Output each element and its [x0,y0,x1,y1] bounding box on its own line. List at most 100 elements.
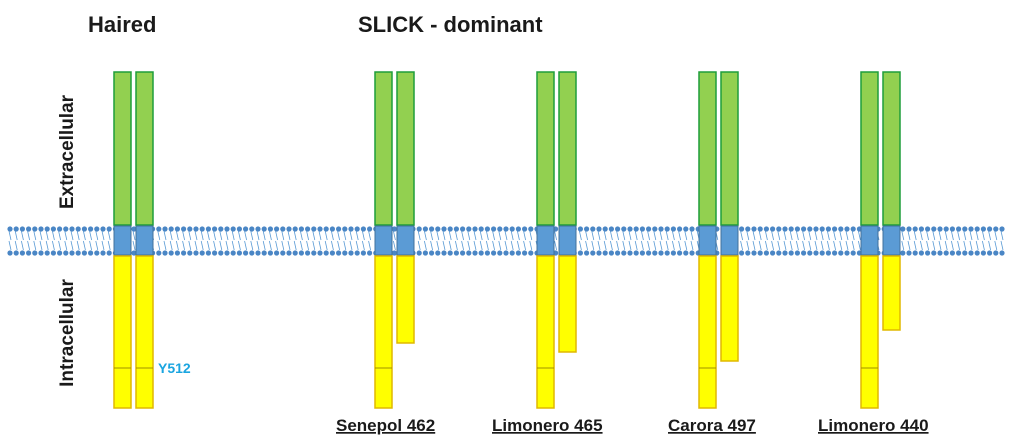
lipid-head [454,250,459,255]
lipid-head [801,226,806,231]
lipid-tail [34,231,36,240]
lipid-head [826,250,831,255]
lipid-tail [251,241,253,250]
lipid-head [739,226,744,231]
lipid-tail [238,231,240,240]
lipid-head [485,250,490,255]
lipid-head [913,226,918,231]
lipid-tail [852,241,854,250]
intracellular-domain [397,256,414,343]
lipid-tail [610,241,612,250]
lipid-tail [313,231,315,240]
lipid-head [429,250,434,255]
lipid-tail [59,231,61,240]
lipid-tail [288,241,290,250]
lipid-head [175,226,180,231]
lipid-head [82,226,87,231]
lipid-head [987,250,992,255]
lipid-tail [555,231,557,240]
lipid-tail [158,241,160,250]
lipid-tail [201,231,203,240]
lipid-tail [796,241,798,250]
lipid-head [212,226,217,231]
lipid-head [776,226,781,231]
lipid-tail [964,231,966,240]
lipid-head [590,226,595,231]
lipid-tail [344,231,346,240]
lipid-head [652,226,657,231]
lipid-head [293,250,298,255]
lipid-tail [641,241,643,250]
lipid-tail [21,241,23,250]
lipid-tail [462,241,464,250]
lipid-tail [207,241,209,250]
lipid-head [100,226,105,231]
extracellular-domain [537,72,554,225]
lipid-tail [933,231,935,240]
lipid-head [249,250,254,255]
lipid-head [231,226,236,231]
lipid-head [813,226,818,231]
lipid-head [609,226,614,231]
lipid-head [801,250,806,255]
lipid-tail [214,241,216,250]
lipid-head [503,250,508,255]
extracellular-domain [397,72,414,225]
lipid-head [956,250,961,255]
lipid-head [913,250,918,255]
lipid-head [57,226,62,231]
lipid-tail [524,241,526,250]
lipid-tail [834,231,836,240]
lipid-head [615,226,620,231]
lipid-head [621,226,626,231]
lipid-tail [108,231,110,240]
lipid-head [156,226,161,231]
lipid-head [224,226,229,231]
lipid-tail [269,231,271,240]
lipid-tail [846,231,848,240]
lipid-tail [176,231,178,240]
intracellular-domain [114,256,131,408]
lipid-head [993,250,998,255]
lipid-tail [759,231,761,240]
lipid-tail [201,241,203,250]
lipid-head [280,250,285,255]
lipid-head [243,226,248,231]
lipid-tail [778,231,780,240]
lipid-tail [133,231,135,240]
lipid-head [193,250,198,255]
lipid-tail [21,231,23,240]
lipid-tail [468,231,470,240]
lipid-tail [970,241,972,250]
lipid-head [820,226,825,231]
lipid-head [206,250,211,255]
lipid-tail [511,241,513,250]
lipid-tail [28,231,30,240]
lipid-tail [46,241,48,250]
lipid-tail [344,241,346,250]
lipid-tail [933,241,935,250]
lipid-head [20,226,25,231]
lipid-tail [455,231,457,240]
lipid-head [981,250,986,255]
lipid-tail [778,241,780,250]
lipid-head [683,250,688,255]
transmembrane-domain [397,226,414,255]
lipid-tail [83,231,85,240]
lipid-tail [765,231,767,240]
lipid-head [218,226,223,231]
lipid-tail [654,241,656,250]
lipid-head [162,226,167,231]
lipid-head [844,226,849,231]
intracellular-domain [721,256,738,361]
lipid-tail [803,231,805,240]
lipid-head [944,250,949,255]
lipid-tail [660,241,662,250]
lipid-tail [927,241,929,250]
lipid-tail [96,241,98,250]
lipid-tail [300,241,302,250]
lipid-tail [796,231,798,240]
lipid-tail [592,231,594,240]
lipid-head [69,226,74,231]
lipid-tail [245,241,247,250]
